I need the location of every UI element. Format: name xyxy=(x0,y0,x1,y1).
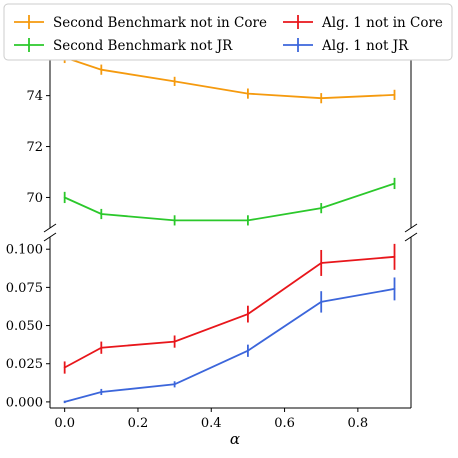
y-tick-label: 0.025 xyxy=(6,357,43,372)
data-point xyxy=(173,340,176,343)
data-point xyxy=(320,207,323,210)
data-point xyxy=(173,80,176,83)
series-line xyxy=(64,255,395,369)
plot-area xyxy=(63,60,396,226)
data-point xyxy=(320,300,323,303)
data-point xyxy=(100,346,103,349)
series-line xyxy=(64,182,395,222)
data-point xyxy=(173,219,176,222)
y-tick-label: 70 xyxy=(26,191,43,206)
data-point xyxy=(63,196,66,199)
x-axis-label: α xyxy=(230,430,240,448)
data-point xyxy=(63,400,66,403)
data-point xyxy=(247,313,249,316)
legend-label: Alg. 1 not in Core xyxy=(321,15,443,31)
legend-item: Second Benchmark not JR xyxy=(14,38,233,54)
x-axis: 0.0 0.2 0.4 0.6 0.8 xyxy=(54,408,368,431)
series-line xyxy=(69,60,395,100)
y-tick-label: 74 xyxy=(26,89,43,104)
legend-item: Alg. 1 not in Core xyxy=(283,15,443,31)
axis-break-marks xyxy=(43,223,418,242)
data-point xyxy=(100,391,103,393)
x-tick-label: 0.4 xyxy=(201,416,222,431)
break-mark xyxy=(404,223,418,233)
break-mark xyxy=(404,232,418,242)
data-point xyxy=(100,213,103,215)
y-tick-label: 0.075 xyxy=(6,281,43,296)
data-point xyxy=(393,255,396,258)
x-tick-label: 0.6 xyxy=(274,416,295,431)
data-point xyxy=(247,219,249,222)
y-tick-label: 0.050 xyxy=(6,319,43,334)
y-tick-label: 0.100 xyxy=(6,243,43,258)
legend-item: Alg. 1 not JR xyxy=(283,38,409,54)
break-mark xyxy=(43,232,57,242)
break-mark xyxy=(43,223,57,233)
lower-panel: 0.000 0.025 0.050 0.075 0.100 xyxy=(6,237,412,410)
x-tick-label: 0.2 xyxy=(128,416,149,431)
legend-item: Second Benchmark not in Core xyxy=(14,15,267,31)
legend: Second Benchmark not in Core Second Bench… xyxy=(3,3,453,61)
data-point xyxy=(173,383,176,386)
data-point xyxy=(247,92,249,95)
x-tick-label: 0.8 xyxy=(348,416,369,431)
data-point xyxy=(63,366,66,369)
legend-label: Alg. 1 not JR xyxy=(321,38,409,54)
legend-label: Second Benchmark not in Core xyxy=(53,15,267,31)
x-tick-label: 0.0 xyxy=(54,416,75,431)
data-point xyxy=(393,288,396,290)
y-tick-label: 72 xyxy=(26,140,43,155)
plot-area xyxy=(63,243,396,404)
data-point xyxy=(393,93,396,96)
series-line xyxy=(64,288,395,403)
legend-label: Second Benchmark not JR xyxy=(53,38,233,54)
data-point xyxy=(393,182,396,185)
upper-panel: 70 72 74 xyxy=(26,60,412,228)
y-tick-label: 0.000 xyxy=(6,395,43,410)
data-point xyxy=(247,349,249,352)
data-point xyxy=(100,68,103,71)
data-point xyxy=(320,262,323,264)
data-point xyxy=(320,97,323,100)
legend-box xyxy=(3,3,453,61)
